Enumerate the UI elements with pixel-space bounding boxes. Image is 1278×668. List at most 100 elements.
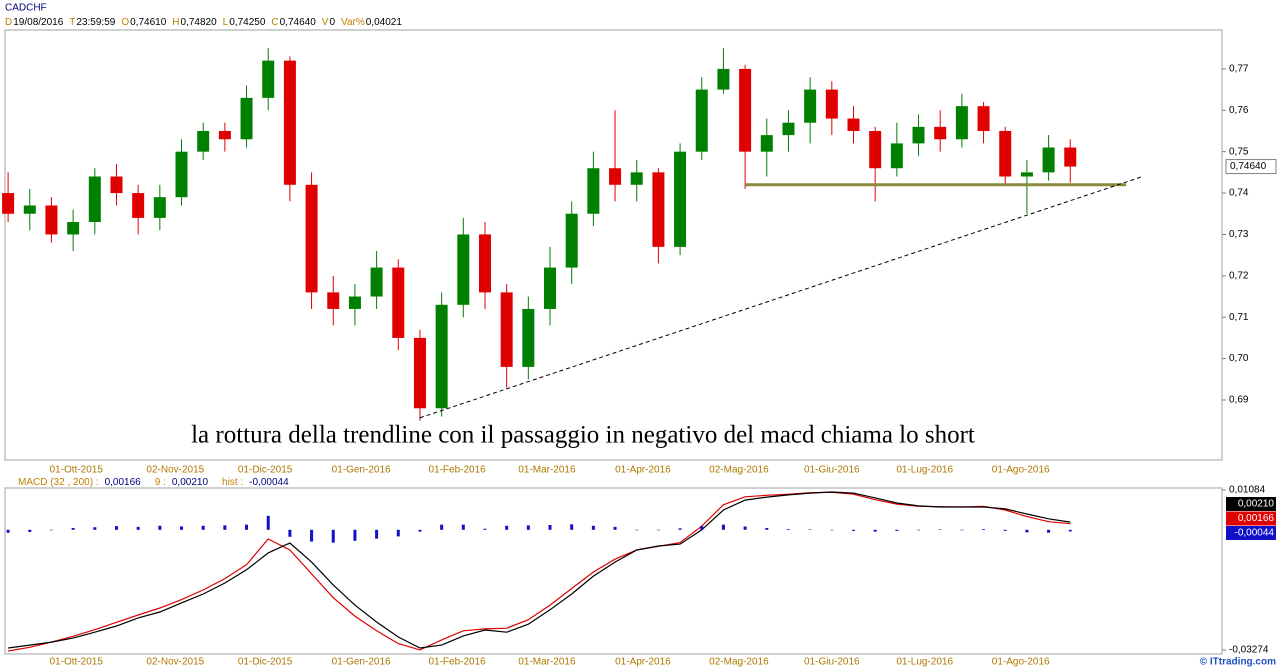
quote-value: 23:59:59 (76, 17, 115, 28)
x-tick-label: 01-Gen-2016 (332, 657, 391, 668)
candle-body (305, 184, 318, 293)
histogram-bar (938, 529, 942, 530)
x-tick-label: 01-Lug-2016 (896, 657, 953, 668)
x-tick-label: 01-Ott-2015 (50, 657, 104, 668)
quote-key: D (5, 17, 12, 28)
candle-body (88, 176, 101, 223)
histogram-bar (245, 524, 249, 530)
macd-line (7, 491, 1071, 652)
histogram-bar (743, 526, 747, 530)
candle-body (847, 118, 860, 131)
histogram-bar (461, 524, 465, 530)
quote-value: 0,04021 (366, 17, 403, 28)
candle-body (240, 97, 253, 140)
histogram-bar (331, 529, 335, 543)
x-tick-label: 01-Mar-2016 (518, 465, 576, 476)
candle-body (67, 222, 80, 235)
histogram-bar (310, 529, 314, 542)
quote-value: 0,74610 (130, 17, 167, 28)
x-tick-label: 02-Mag-2016 (709, 465, 769, 476)
x-tick-label: 01-Apr-2016 (615, 465, 671, 476)
quote-key: Var% (341, 17, 365, 28)
value-box (1226, 511, 1276, 526)
quote-value: 0,74250 (229, 17, 266, 28)
x-tick-label: 01-Dic-2015 (238, 465, 293, 476)
histogram-bar (786, 529, 790, 530)
histogram-bar (440, 524, 444, 530)
candle-body (1020, 172, 1033, 177)
quote-value: 19/08/2016 (13, 17, 63, 28)
legend-label: hist : (222, 477, 243, 488)
x-tick-label: 01-Apr-2016 (615, 657, 671, 668)
candle-body (955, 106, 968, 140)
histogram-bar (201, 525, 205, 530)
legend-value: 0,00210 (172, 477, 209, 488)
symbol: CADCHF (5, 3, 47, 14)
histogram-bar (396, 529, 400, 537)
candle-body (132, 193, 145, 218)
histogram-bar (765, 527, 769, 530)
histogram-bar (1047, 529, 1051, 533)
histogram-bar (93, 527, 97, 530)
histogram-bar (591, 525, 595, 530)
histogram-bar (982, 529, 986, 530)
value-box-label: -0,00044 (1235, 528, 1275, 539)
y-tick-label: 0,77 (1229, 64, 1249, 75)
histogram-bar (353, 529, 357, 541)
price-tag: 0,74640 (1230, 161, 1267, 172)
candle-body (522, 308, 535, 367)
value-box (1226, 526, 1276, 540)
candle-body (197, 130, 210, 152)
candle-body (283, 60, 296, 185)
candle-body (739, 68, 752, 152)
quote-key: V (322, 17, 329, 28)
histogram-bar (6, 529, 10, 533)
candle-body (262, 60, 275, 98)
y-tick-label: 0,01084 (1229, 485, 1266, 496)
candle-body (153, 197, 166, 218)
candle-body (587, 168, 600, 214)
value-box (1226, 497, 1276, 511)
histogram-bar (1025, 529, 1029, 533)
candle-body (218, 130, 231, 140)
y-tick-label: -0,03274 (1229, 645, 1269, 656)
candle-body (23, 205, 36, 214)
y-tick-label: 0,72 (1229, 270, 1249, 281)
x-tick-label: 02-Nov-2015 (146, 465, 204, 476)
histogram-bar (808, 529, 812, 530)
x-tick-label: 01-Ago-2016 (992, 657, 1050, 668)
candle-body (175, 151, 188, 198)
y-tick-label: 0,74 (1229, 188, 1249, 199)
candle-body (674, 151, 687, 247)
candle-body (413, 337, 426, 409)
candle-body (977, 106, 990, 131)
candle-body (435, 304, 448, 409)
histogram-bar (548, 525, 552, 530)
y-tick-label: 0,71 (1229, 312, 1249, 323)
macd-line (8, 491, 1071, 649)
macd-panel (4, 487, 1223, 655)
candle-body (825, 89, 838, 119)
candle-body (457, 234, 470, 305)
histogram-bar (158, 525, 162, 530)
value-box-label: 0,00210 (1238, 499, 1275, 510)
price-panel (4, 29, 1223, 461)
x-tick-label: 01-Mar-2016 (518, 657, 576, 668)
histogram-bar (505, 525, 509, 530)
quote-key: L (223, 17, 229, 28)
histogram-bar (895, 529, 899, 531)
histogram-bar (1003, 529, 1007, 531)
x-tick-label: 01-Ott-2015 (50, 465, 104, 476)
histogram-bar (1068, 529, 1072, 532)
histogram-bar (851, 529, 855, 531)
candle-body (327, 292, 340, 309)
histogram-bar (266, 515, 270, 530)
histogram-bar (49, 529, 53, 531)
candle-body (999, 130, 1012, 177)
candle-body (544, 267, 557, 309)
y-tick-label: 0,70 (1229, 353, 1249, 364)
candle-body (760, 135, 773, 152)
candle-body (478, 234, 491, 293)
histogram-bar (656, 529, 660, 531)
histogram-bar (180, 526, 184, 530)
